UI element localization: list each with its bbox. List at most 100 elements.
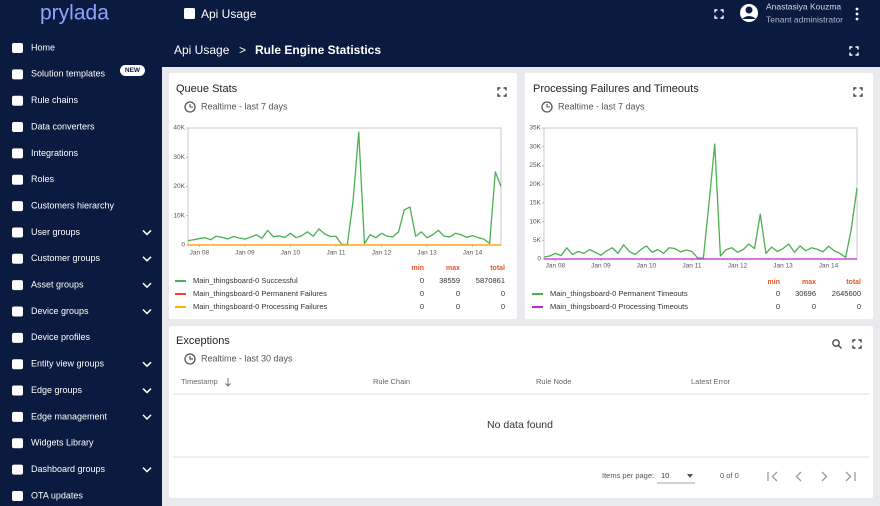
sort-arrow[interactable] xyxy=(225,378,231,387)
user-name: Anastasiya Kouzma xyxy=(766,1,841,11)
legend-entry[interactable]: Main_thingsboard-0 Processing Timeouts xyxy=(550,302,688,311)
expand-chevron[interactable] xyxy=(142,282,152,289)
expand-chevron[interactable] xyxy=(142,467,152,473)
nav-item[interactable]: Asset groups xyxy=(31,280,84,290)
nav-icon xyxy=(12,306,23,317)
fullscreen-icon[interactable] xyxy=(849,46,859,56)
card-subtitle: Realtime - last 7 days xyxy=(201,101,288,111)
nav-icon xyxy=(12,438,23,449)
x-tick-label: Jan 13 xyxy=(773,263,793,270)
fullscreen-icon[interactable] xyxy=(853,87,863,97)
nav-item[interactable]: OTA updates xyxy=(31,490,83,500)
legend-entry[interactable]: Main_thingsboard-0 Processing Failures xyxy=(193,302,327,311)
column-header[interactable]: Rule Chain xyxy=(373,377,410,386)
nav-item[interactable]: Customer groups xyxy=(31,253,101,263)
badge xyxy=(120,65,145,76)
items-per-page-select[interactable]: 10 xyxy=(661,471,669,480)
legend-value: 0 xyxy=(857,302,861,311)
y-tick-label: 20K xyxy=(529,181,541,188)
x-tick-label: Jan 11 xyxy=(682,263,701,270)
nav-item[interactable]: Rule chains xyxy=(31,95,79,105)
clock-icon xyxy=(184,353,196,365)
logo[interactable]: prylada xyxy=(40,2,109,25)
y-tick-label: 0 xyxy=(181,242,185,249)
expand-chevron[interactable] xyxy=(142,229,152,236)
nav-item[interactable]: Edge groups xyxy=(31,385,83,395)
fullscreen-icon[interactable] xyxy=(714,9,724,19)
nav-icon xyxy=(12,95,23,106)
exceptions-subtitle: Realtime - last 30 days xyxy=(201,353,293,363)
expand-chevron[interactable] xyxy=(142,388,152,394)
legend-column-header: total xyxy=(490,265,505,272)
nav-item[interactable]: User groups xyxy=(31,227,81,237)
y-tick-label: 25K xyxy=(529,162,541,169)
y-tick-label: 35K xyxy=(529,125,541,132)
y-tick-label: 20K xyxy=(173,183,185,190)
nav-icon xyxy=(12,174,23,185)
column-header[interactable]: Rule Node xyxy=(536,377,571,386)
header-title: Api Usage xyxy=(201,7,257,21)
nav-icon xyxy=(12,411,23,422)
badge-label: NEW xyxy=(125,67,141,74)
series-line xyxy=(543,143,858,259)
x-tick-label: Jan 11 xyxy=(326,250,345,257)
clock-hands xyxy=(546,104,550,108)
expand-chevron[interactable] xyxy=(142,256,152,262)
nav-item[interactable]: Edge management xyxy=(31,411,108,421)
card-subtitle: Realtime - last 7 days xyxy=(558,101,645,111)
nav-item[interactable]: Entity view groups xyxy=(31,359,105,369)
x-tick-label: Jan 13 xyxy=(417,250,437,257)
search-icon[interactable] xyxy=(832,339,842,349)
card-title: Processing Failures and Timeouts xyxy=(533,83,699,95)
select-arrow[interactable] xyxy=(687,474,693,478)
nav-item[interactable]: Data converters xyxy=(31,121,95,131)
clock-icon xyxy=(541,101,553,113)
expand-chevron[interactable] xyxy=(142,414,152,420)
nav-icon xyxy=(12,253,23,264)
nav-icon xyxy=(12,280,23,291)
legend-value: 30696 xyxy=(795,289,816,298)
x-tick-label: Jan 12 xyxy=(728,263,748,270)
fullscreen-icon[interactable] xyxy=(497,87,507,97)
nav-icon xyxy=(12,464,23,475)
fullscreen-icon[interactable] xyxy=(852,339,862,349)
column-header[interactable]: Latest Error xyxy=(691,377,731,386)
legend-entry[interactable]: Main_thingsboard-0 Permanent Timeouts xyxy=(550,289,688,298)
pagination[interactable] xyxy=(767,471,856,482)
y-tick-label: 10K xyxy=(173,212,185,219)
nav-icon xyxy=(12,201,23,212)
processing-card xyxy=(525,73,873,319)
nav-item[interactable]: Device groups xyxy=(31,306,89,316)
card-title: Queue Stats xyxy=(176,83,238,95)
column-header[interactable]: Timestamp xyxy=(181,377,218,386)
nav-item[interactable]: Device profiles xyxy=(31,332,91,342)
expand-chevron[interactable] xyxy=(142,361,152,368)
y-tick-label: 30K xyxy=(173,154,185,161)
more-menu[interactable] xyxy=(855,7,859,21)
expand-chevron[interactable] xyxy=(142,308,152,315)
nav-item[interactable]: Customers hierarchy xyxy=(31,200,115,210)
x-tick-label: Jan 09 xyxy=(235,250,255,257)
nav-item[interactable]: Widgets Library xyxy=(31,438,94,448)
x-tick-label: Jan 10 xyxy=(281,250,301,257)
breadcrumb-current: Rule Engine Statistics xyxy=(255,43,381,57)
legend-entry[interactable]: Main_thingsboard-0 Successful xyxy=(193,276,298,285)
nav-item[interactable]: Integrations xyxy=(31,148,79,158)
nav-icon xyxy=(12,385,23,396)
avatar-head xyxy=(745,6,753,14)
nav-item[interactable]: Dashboard groups xyxy=(31,464,106,474)
nav-item[interactable]: Solution templates xyxy=(31,69,106,79)
api-usage-icon xyxy=(184,8,195,19)
legend-value: 38559 xyxy=(439,276,460,285)
nav-item[interactable]: Roles xyxy=(31,174,55,184)
legend-column-header: max xyxy=(802,279,816,286)
legend-entry[interactable]: Main_thingsboard-0 Permanent Failures xyxy=(193,289,327,298)
breadcrumb-parent[interactable]: Api Usage xyxy=(174,43,230,57)
nav-item[interactable]: Home xyxy=(31,42,55,52)
legend-value: 0 xyxy=(456,302,460,311)
x-tick-label: Jan 14 xyxy=(463,250,483,257)
clock-hands xyxy=(189,104,193,108)
x-tick-label: Jan 14 xyxy=(819,263,839,270)
nav-icon xyxy=(12,69,23,80)
legend-value: 0 xyxy=(776,289,780,298)
